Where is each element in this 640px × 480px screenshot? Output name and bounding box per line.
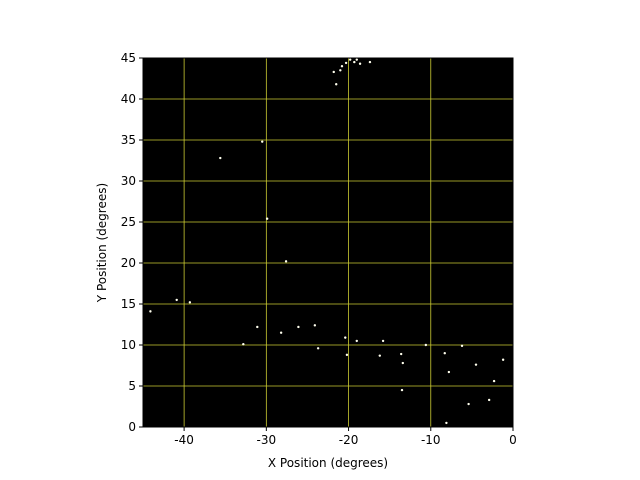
star bbox=[344, 61, 348, 65]
star bbox=[381, 339, 385, 343]
y-tick-label: 10 bbox=[121, 338, 136, 352]
y-tick-label: 15 bbox=[121, 297, 136, 311]
star bbox=[353, 60, 356, 64]
x-axis-label: X Position (degrees) bbox=[268, 456, 388, 470]
plot-area bbox=[143, 58, 513, 427]
star bbox=[487, 398, 491, 402]
y-tick-label: 0 bbox=[128, 420, 136, 434]
star bbox=[188, 301, 192, 304]
x-tick-label: 0 bbox=[509, 433, 517, 447]
star bbox=[424, 343, 428, 347]
star bbox=[447, 370, 451, 374]
star bbox=[378, 354, 381, 357]
star bbox=[501, 358, 505, 361]
y-tick-label: 5 bbox=[128, 379, 136, 393]
star bbox=[358, 62, 362, 65]
star bbox=[284, 260, 288, 263]
x-tick-label: -30 bbox=[257, 433, 277, 447]
star bbox=[349, 58, 352, 61]
star bbox=[399, 352, 403, 356]
star bbox=[340, 65, 344, 68]
star bbox=[474, 363, 478, 366]
star bbox=[443, 352, 446, 355]
star bbox=[492, 379, 496, 383]
star bbox=[256, 325, 259, 329]
star bbox=[355, 339, 358, 343]
star bbox=[175, 298, 178, 302]
x-tick-label: -20 bbox=[339, 433, 359, 447]
star bbox=[339, 69, 342, 72]
star bbox=[400, 388, 404, 392]
plot-frame bbox=[142, 57, 514, 428]
star bbox=[460, 344, 464, 348]
y-tick-label: 35 bbox=[121, 133, 136, 147]
y-tick-label: 20 bbox=[121, 256, 136, 270]
star bbox=[344, 336, 347, 339]
star bbox=[355, 58, 358, 61]
star bbox=[335, 83, 338, 86]
y-axis-label: Y Position (degrees) bbox=[95, 183, 109, 303]
star bbox=[265, 217, 269, 220]
x-tick-label: -10 bbox=[421, 433, 441, 447]
y-tick-label: 25 bbox=[121, 215, 136, 229]
y-tick-label: 45 bbox=[121, 51, 136, 65]
star bbox=[242, 342, 245, 346]
y-tick-label: 30 bbox=[121, 174, 136, 188]
x-tick-label: -40 bbox=[174, 433, 194, 447]
star bbox=[316, 347, 320, 350]
star bbox=[219, 156, 222, 160]
star bbox=[467, 402, 470, 406]
star bbox=[279, 331, 283, 334]
star bbox=[345, 353, 349, 357]
star bbox=[401, 361, 405, 365]
y-tick-label: 40 bbox=[121, 92, 136, 106]
star bbox=[261, 140, 264, 143]
star bbox=[445, 421, 448, 425]
star bbox=[149, 310, 152, 313]
star bbox=[332, 70, 335, 74]
star bbox=[297, 325, 300, 329]
star bbox=[313, 324, 317, 327]
star bbox=[368, 60, 372, 64]
